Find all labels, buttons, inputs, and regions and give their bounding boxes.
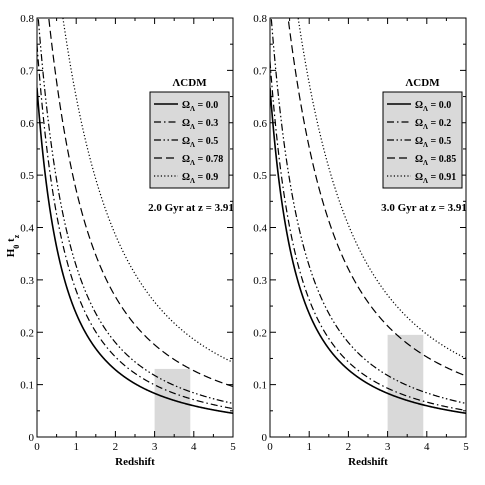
legend-title: ΛCDM (405, 77, 440, 89)
x-tick-label: 5 (230, 441, 236, 453)
legend-box (149, 91, 230, 189)
y-tick-label: 0.8 (253, 13, 267, 25)
y-tick-label: 0.6 (253, 118, 267, 130)
annotation: 2.0 Gyr at z = 3.91 (148, 202, 234, 214)
y-tick-label: 0 (262, 432, 268, 444)
series-line-4 (297, 18, 466, 359)
series-line-1 (270, 61, 466, 412)
x-tick-label: 1 (306, 441, 312, 453)
series-line-4 (62, 18, 233, 363)
highlight-region (387, 334, 424, 437)
x-tick-label: 1 (73, 441, 79, 453)
y-tick-label: 0.7 (253, 65, 267, 77)
annotation: 3.0 Gyr at z = 3.91 (381, 202, 467, 214)
y-tick-label: 0.3 (20, 275, 34, 287)
series-line-2 (37, 18, 233, 405)
x-tick-label: 4 (424, 441, 430, 453)
y-tick-label: 0.1 (20, 380, 34, 392)
y-tick-label: 0.2 (253, 327, 267, 339)
y-tick-label: 0.8 (20, 13, 34, 25)
x-tick-label: 5 (463, 441, 469, 453)
x-tick-label: 4 (191, 441, 197, 453)
x-tick-label: 2 (113, 441, 119, 453)
y-tick-label: 0.1 (253, 380, 267, 392)
series-line-3 (287, 18, 466, 377)
x-tick-label: 2 (346, 441, 352, 453)
y-axis-label: H0 tz (5, 234, 21, 257)
y-tick-label: 0.5 (20, 170, 34, 182)
y-tick-label: 0.5 (253, 170, 267, 182)
series-line-0 (270, 87, 466, 415)
series-line-2 (270, 18, 466, 405)
y-tick-label: 0.4 (253, 223, 267, 235)
series-line-1 (37, 44, 233, 410)
x-tick-label: 3 (385, 441, 391, 453)
panel-left: 0 1 2 3 4 5 0 0.1 0.2 0.3 0.4 0.5 0.6 0.7 0.8 Redshift Λ… (20, 13, 236, 468)
y-tick-label: 0.2 (20, 327, 34, 339)
y-tick-label: 0.6 (20, 118, 34, 130)
y-tick-label: 0.3 (253, 275, 267, 287)
x-tick-label: 3 (152, 441, 158, 453)
y-tick-label: 0.4 (20, 223, 34, 235)
series-line-0 (37, 87, 233, 415)
y-tick-label: 0.7 (20, 65, 34, 77)
x-axis-label: Redshift (115, 456, 155, 468)
panel-right: 0 1 2 3 4 5 0 0.1 0.2 0.3 0.4 0.5 0.6 0.7 0.8 Redshift Λ… (253, 13, 469, 468)
legend-box (382, 91, 463, 189)
legend-title: ΛCDM (172, 77, 207, 89)
y-tick-label: 0 (29, 432, 35, 444)
x-axis-label: Redshift (348, 456, 388, 468)
x-tick-label: 0 (267, 441, 273, 453)
x-tick-label: 0 (34, 441, 40, 453)
series-line-3 (48, 18, 233, 388)
